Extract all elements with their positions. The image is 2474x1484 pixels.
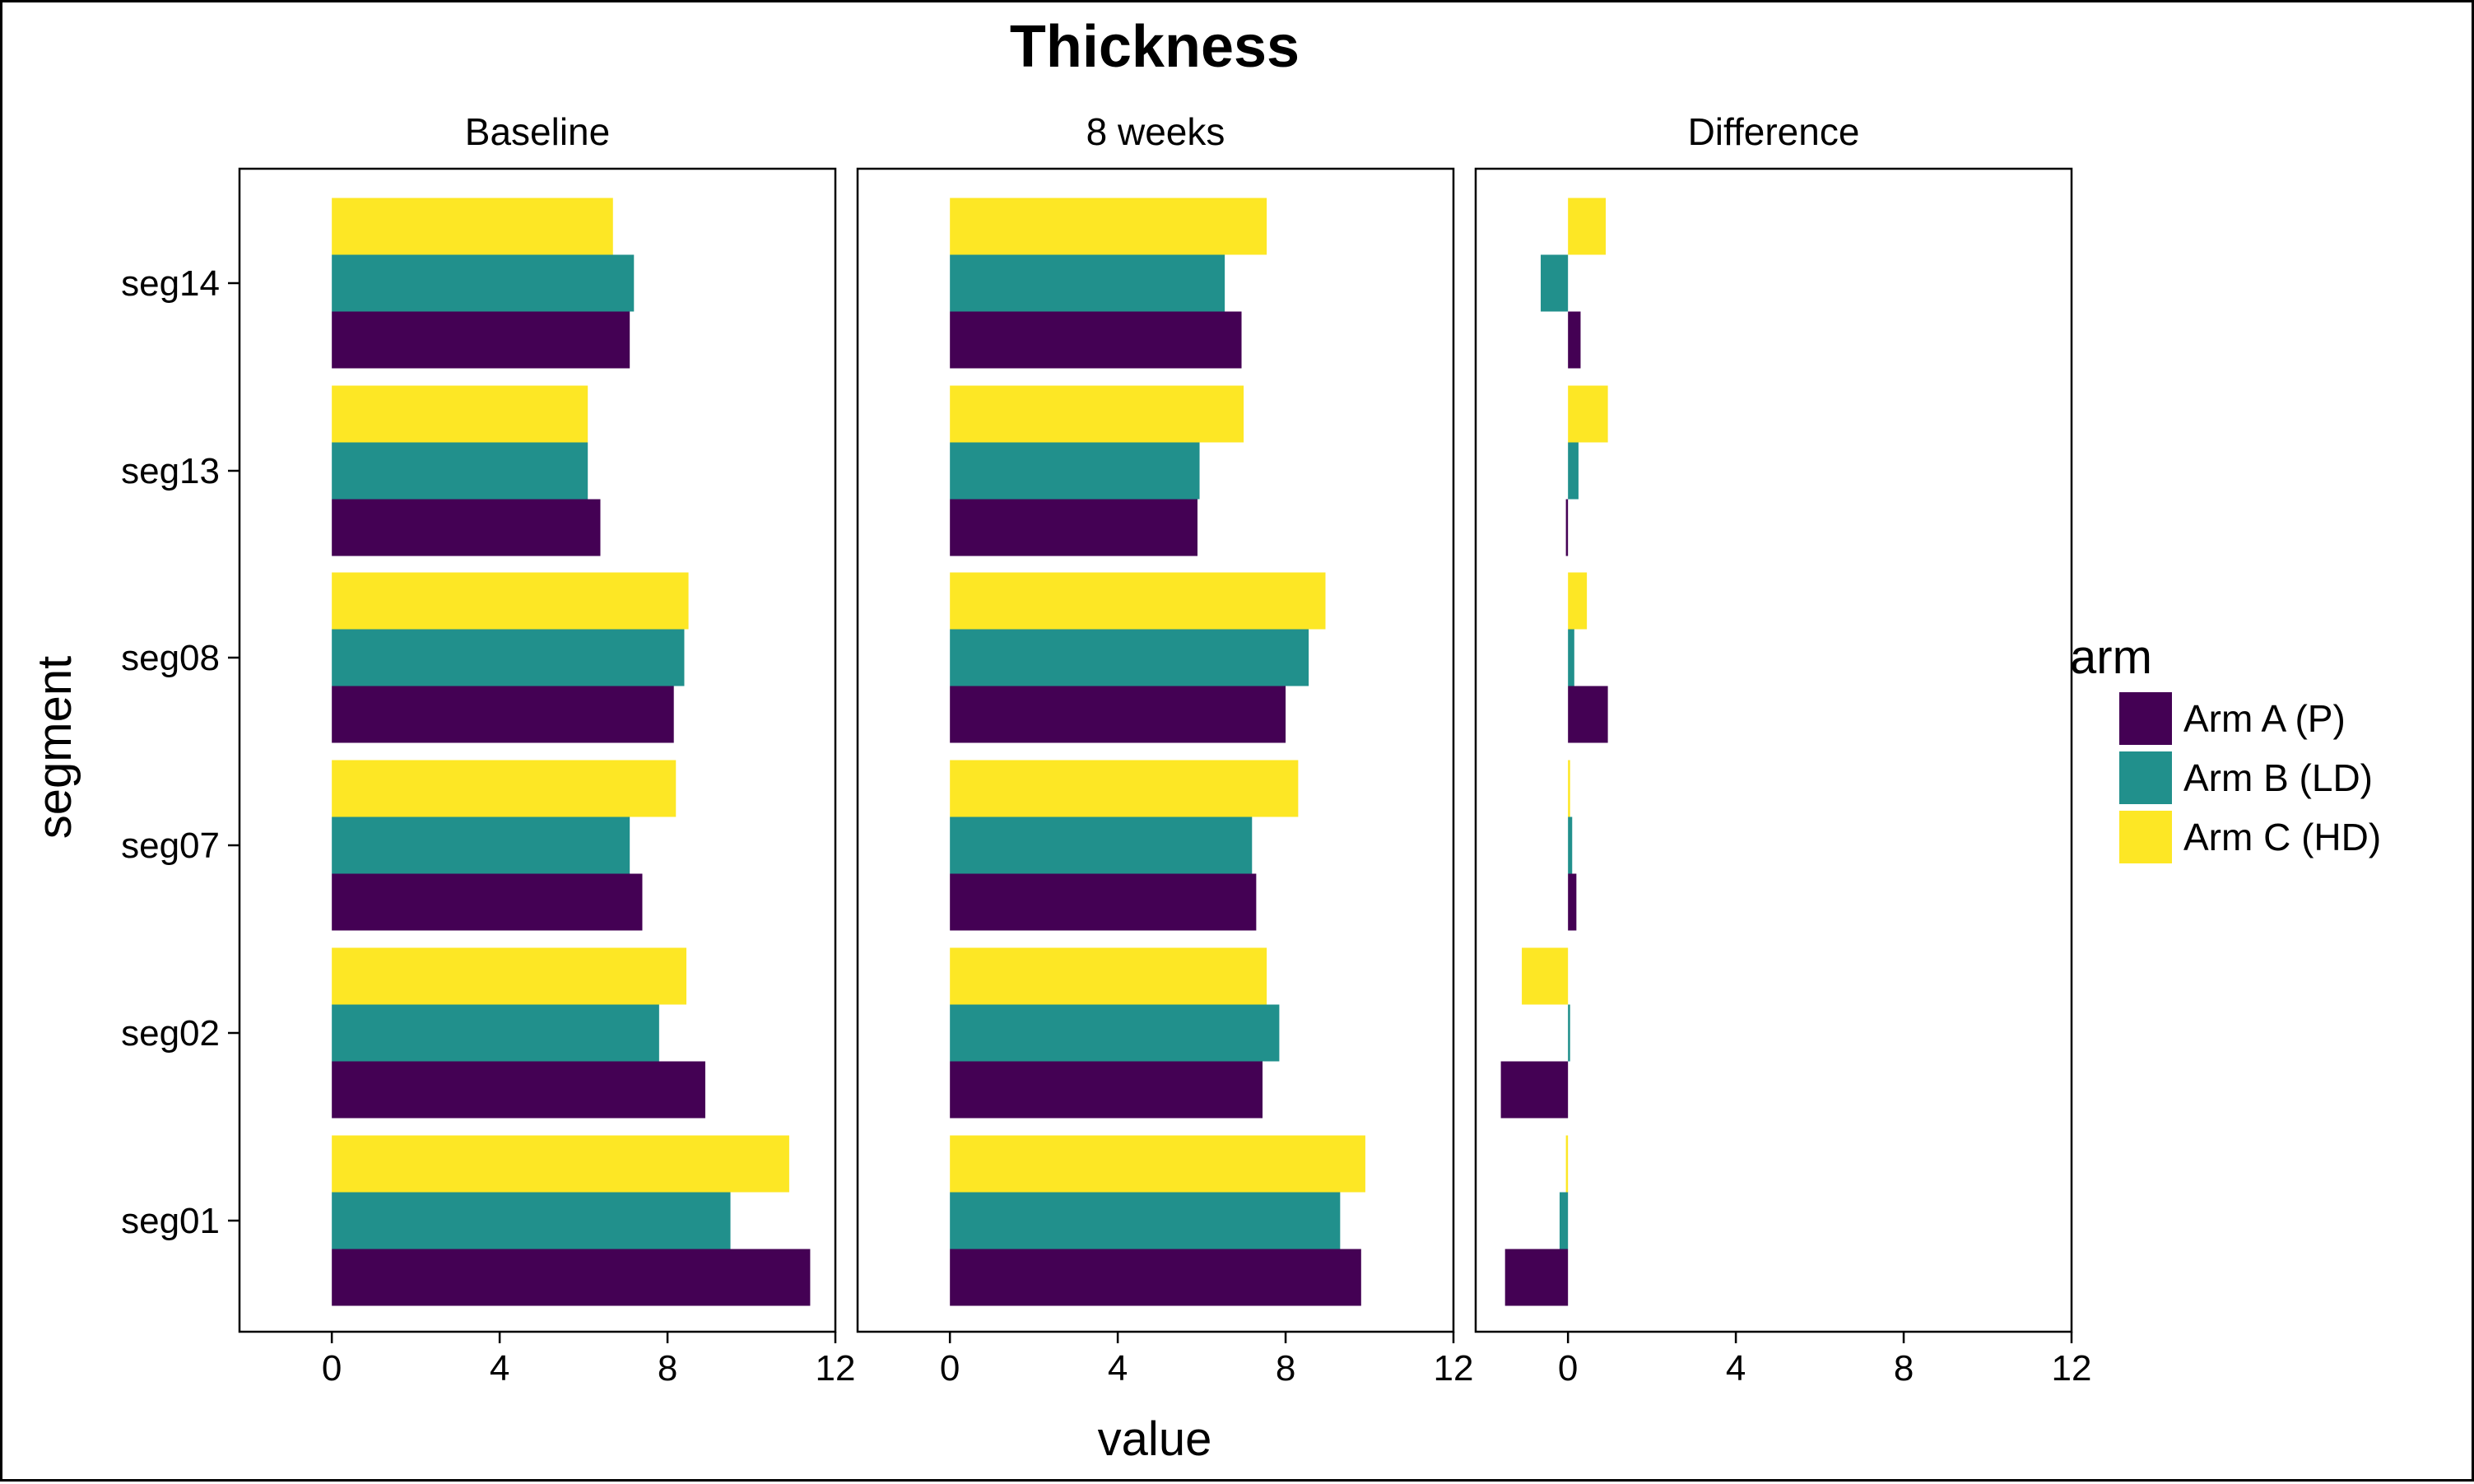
bar-seg08-arm-b — [950, 629, 1309, 686]
panel-border — [1474, 167, 2073, 1333]
x-tick-label: 0 — [322, 1348, 342, 1389]
bar-seg14-arm-b — [950, 254, 1225, 312]
bar-seg02-arm-a — [950, 1061, 1263, 1119]
bar-seg02-arm-c — [332, 947, 686, 1005]
bar-seg07-arm-a — [332, 873, 643, 931]
panel-8-weeks: 8 weeks 0 4 8 12 — [856, 110, 1474, 1389]
x-tick-label: 0 — [1558, 1348, 1578, 1389]
bar-seg13-arm-b — [1568, 442, 1579, 500]
bar-seg14-arm-c — [950, 198, 1267, 255]
bar-seg07-arm-a — [1568, 873, 1577, 931]
bar-seg02-arm-b — [332, 1004, 659, 1062]
legend-label: Arm B (LD) — [2183, 756, 2373, 799]
bar-seg02-arm-c — [950, 947, 1267, 1005]
bar-seg02-arm-b — [950, 1004, 1280, 1062]
bar-seg08-arm-c — [1568, 572, 1588, 630]
bar-seg13-arm-a — [1565, 499, 1569, 556]
legend-swatch — [2119, 811, 2172, 863]
x-tick-label: 4 — [1726, 1348, 1746, 1389]
bar-seg08-arm-a — [332, 686, 674, 743]
bar-seg02-arm-a — [332, 1061, 705, 1119]
panel-strip-label: Baseline — [465, 110, 610, 153]
legend-swatch — [2119, 692, 2172, 745]
bar-seg01-arm-b — [1559, 1192, 1569, 1249]
bar-seg02-arm-c — [1522, 947, 1569, 1005]
bar-seg02-arm-b — [1568, 1004, 1570, 1062]
bar-seg14-arm-a — [950, 311, 1242, 369]
x-tick-label: 0 — [940, 1348, 960, 1389]
y-tick-label: seg13 — [121, 451, 220, 491]
x-tick-label: 4 — [490, 1348, 509, 1389]
bar-seg07-arm-b — [950, 816, 1253, 874]
y-tick-label: seg01 — [121, 1201, 220, 1241]
x-tick-label: 12 — [816, 1348, 856, 1389]
bar-seg08-arm-b — [1568, 629, 1574, 686]
bar-seg14-arm-c — [332, 198, 613, 255]
bar-seg01-arm-c — [950, 1135, 1365, 1193]
bar-seg14-arm-b — [1541, 254, 1569, 312]
bar-seg01-arm-a — [1504, 1249, 1569, 1306]
y-tick-label: seg07 — [121, 826, 220, 866]
bar-seg01-arm-b — [950, 1192, 1341, 1249]
bar-seg07-arm-c — [1568, 760, 1570, 817]
bar-seg08-arm-c — [332, 572, 689, 630]
bar-seg07-arm-a — [950, 873, 1257, 931]
bar-seg02-arm-a — [1500, 1061, 1569, 1119]
y-axis-title: segment — [28, 656, 81, 839]
y-axis: seg01 seg02 seg07 seg08 seg13 seg14 — [121, 263, 239, 1241]
x-axis-title: value — [1098, 1412, 1212, 1466]
legend-title: arm — [2070, 630, 2152, 684]
bar-seg08-arm-b — [332, 629, 685, 686]
bar-seg13-arm-c — [950, 385, 1244, 443]
x-tick-label: 8 — [1276, 1348, 1295, 1389]
bar-seg08-arm-a — [1568, 686, 1608, 743]
x-tick-label: 4 — [1108, 1348, 1128, 1389]
bar-seg07-arm-c — [332, 760, 677, 817]
x-tick-label: 8 — [1894, 1348, 1914, 1389]
panel-baseline: Baseline 0 4 8 12 — [238, 110, 856, 1389]
bar-seg13-arm-a — [332, 499, 601, 556]
legend-swatch — [2119, 751, 2172, 804]
bar-seg07-arm-b — [1568, 816, 1573, 874]
chart-title: Thickness — [1010, 14, 1300, 80]
y-tick-label: seg08 — [121, 638, 220, 678]
x-tick-label: 12 — [1434, 1348, 1474, 1389]
bar-seg07-arm-c — [950, 760, 1299, 817]
bar-seg08-arm-c — [950, 572, 1326, 630]
legend-label: Arm A (P) — [2183, 697, 2346, 740]
bar-seg01-arm-c — [1565, 1135, 1569, 1193]
legend-label: Arm C (HD) — [2183, 816, 2381, 858]
panels-layer: Baseline 0 4 8 12 8 weeks 0 4 8 12 Difference 0 4 8 12 — [238, 110, 2092, 1389]
bar-seg14-arm-a — [1568, 311, 1581, 369]
bar-seg07-arm-b — [332, 816, 630, 874]
bar-seg14-arm-a — [332, 311, 630, 369]
bar-seg08-arm-a — [950, 686, 1286, 743]
bar-seg01-arm-a — [332, 1249, 811, 1306]
panel-strip-label: Difference — [1688, 110, 1860, 153]
panel-strip-label: 8 weeks — [1086, 110, 1225, 153]
bar-seg13-arm-c — [1568, 385, 1608, 443]
bar-seg14-arm-c — [1568, 198, 1607, 255]
y-tick-label: seg14 — [121, 263, 220, 304]
bar-seg14-arm-b — [332, 254, 635, 312]
bar-seg13-arm-b — [332, 442, 588, 500]
bar-seg13-arm-a — [950, 499, 1197, 556]
panel-difference: Difference 0 4 8 12 — [1474, 110, 2092, 1389]
bar-seg01-arm-b — [332, 1192, 731, 1249]
bar-seg13-arm-b — [950, 442, 1200, 500]
x-tick-label: 8 — [658, 1348, 677, 1389]
y-tick-label: seg02 — [121, 1013, 220, 1054]
bar-seg13-arm-c — [332, 385, 588, 443]
bar-seg01-arm-c — [332, 1135, 789, 1193]
legend: arm Arm A (P) Arm B (LD) Arm C (HD) — [2070, 630, 2381, 863]
x-tick-label: 12 — [2052, 1348, 2092, 1389]
bar-seg01-arm-a — [950, 1249, 1361, 1306]
